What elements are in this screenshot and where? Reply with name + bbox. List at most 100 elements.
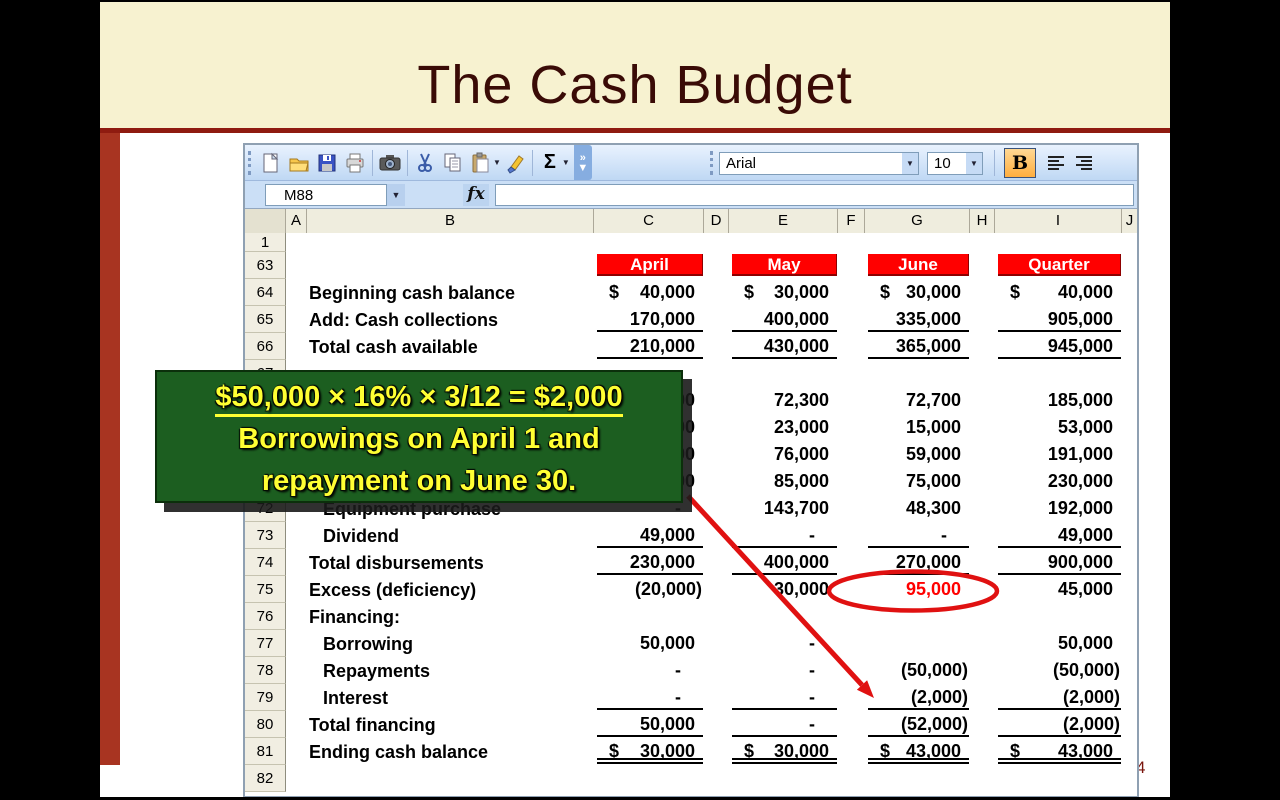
column-header-C[interactable]: C (594, 209, 704, 233)
row-number-74[interactable]: 74 (245, 549, 286, 576)
row-label-76[interactable]: Financing: (309, 607, 400, 627)
cell-C64[interactable]: $40,000 (597, 279, 703, 305)
formula-input[interactable] (495, 184, 1134, 206)
toolbar-drag-handle[interactable] (710, 151, 715, 175)
cell-C66[interactable]: 210,000 (597, 333, 703, 359)
cell-G73[interactable]: - (868, 522, 969, 548)
cell-C77[interactable]: 50,000 (639, 633, 695, 653)
autosum-dropdown-arrow[interactable]: ▼ (561, 158, 570, 167)
column-header-A[interactable]: A (286, 209, 307, 233)
cell-E78[interactable]: - (809, 660, 815, 680)
cell-E64[interactable]: $30,000 (732, 279, 837, 305)
camera-button[interactable] (376, 149, 404, 177)
cell-G69[interactable]: 15,000 (905, 417, 961, 437)
cell-I64[interactable]: $40,000 (998, 279, 1121, 305)
row-label-81[interactable]: Ending cash balance (309, 742, 489, 762)
name-box-dropdown[interactable]: ▼ (387, 184, 405, 206)
chevron-down-icon[interactable]: ▼ (966, 152, 982, 174)
cell-E81[interactable]: $30,000 (732, 738, 837, 764)
cell-E80[interactable]: - (732, 711, 837, 737)
name-box[interactable]: M88 (265, 184, 387, 206)
align-right-button[interactable] (1070, 149, 1098, 177)
cell-E72[interactable]: 143,700 (763, 498, 829, 518)
row-label-65[interactable]: Add: Cash collections (309, 310, 499, 330)
cell-E77[interactable]: - (809, 633, 815, 653)
cell-I80[interactable]: (2,000) (998, 711, 1121, 737)
row-number-63[interactable]: 63 (245, 252, 286, 279)
cell-E79[interactable]: - (732, 684, 837, 710)
row-label-78[interactable]: Repayments (323, 661, 431, 681)
print-button[interactable] (341, 149, 369, 177)
cell-C80[interactable]: 50,000 (597, 711, 703, 737)
row-number-1[interactable]: 1 (245, 233, 286, 252)
cell-E69[interactable]: 23,000 (773, 417, 829, 437)
row-number-65[interactable]: 65 (245, 306, 286, 333)
month-header-june[interactable]: June (868, 254, 969, 276)
row-number-80[interactable]: 80 (245, 711, 286, 738)
cell-I69[interactable]: 53,000 (1057, 417, 1113, 437)
cell-E71[interactable]: 85,000 (773, 471, 829, 491)
month-header-april[interactable]: April (597, 254, 703, 276)
cell-C65[interactable]: 170,000 (597, 306, 703, 332)
cell-C81[interactable]: $30,000 (597, 738, 703, 764)
cell-G78[interactable]: (50,000) (900, 660, 968, 680)
row-label-79[interactable]: Interest (323, 688, 389, 708)
cell-C78[interactable]: - (675, 660, 681, 680)
row-label-72[interactable]: Equipment purchase (323, 499, 502, 519)
row-number-79[interactable]: 79 (245, 684, 286, 711)
cell-C75[interactable]: (20,000) (634, 579, 702, 599)
cell-I74[interactable]: 900,000 (998, 549, 1121, 575)
column-header-B[interactable]: B (307, 209, 594, 233)
row-number-77[interactable]: 77 (245, 630, 286, 657)
cell-I79[interactable]: (2,000) (998, 684, 1121, 710)
cell-C74[interactable]: 230,000 (597, 549, 703, 575)
insert-function-button[interactable]: fx (463, 184, 489, 206)
row-number-73[interactable]: 73 (245, 522, 286, 549)
cell-G74[interactable]: 270,000 (868, 549, 969, 575)
row-number-78[interactable]: 78 (245, 657, 286, 684)
cell-G80[interactable]: (52,000) (868, 711, 969, 737)
cell-I73[interactable]: 49,000 (998, 522, 1121, 548)
cell-I72[interactable]: 192,000 (1047, 498, 1113, 518)
cell-E70[interactable]: 76,000 (773, 444, 829, 464)
paste-button[interactable] (467, 149, 495, 177)
column-header-D[interactable]: D (704, 209, 729, 233)
cell-E68[interactable]: 72,300 (773, 390, 829, 410)
cut-button[interactable] (411, 149, 439, 177)
column-header-E[interactable]: E (729, 209, 838, 233)
cell-G68[interactable]: 72,700 (905, 390, 961, 410)
cell-I70[interactable]: 191,000 (1047, 444, 1113, 464)
autosum-button[interactable]: Σ (536, 149, 564, 177)
cell-G81[interactable]: $43,000 (868, 738, 969, 764)
column-header-F[interactable]: F (838, 209, 865, 233)
open-button[interactable] (285, 149, 313, 177)
cell-I75[interactable]: 45,000 (1057, 579, 1113, 599)
row-label-74[interactable]: Total disbursements (309, 553, 484, 573)
select-all-corner[interactable] (245, 209, 286, 233)
bold-button[interactable]: B (1004, 148, 1036, 178)
copy-button[interactable] (439, 149, 467, 177)
column-header-J[interactable]: J (1122, 209, 1137, 233)
month-header-may[interactable]: May (732, 254, 837, 276)
cell-E75[interactable]: 30,000 (773, 579, 829, 599)
cell-G71[interactable]: 75,000 (905, 471, 961, 491)
cell-E66[interactable]: 430,000 (732, 333, 837, 359)
cell-I66[interactable]: 945,000 (998, 333, 1121, 359)
font-name-combo[interactable]: Arial ▼ (719, 151, 919, 175)
row-number-76[interactable]: 76 (245, 603, 286, 630)
column-header-G[interactable]: G (865, 209, 970, 233)
font-size-combo[interactable]: 10 ▼ (927, 151, 983, 175)
cell-I77[interactable]: 50,000 (1057, 633, 1113, 653)
cell-C72[interactable]: - (675, 498, 681, 518)
row-label-80[interactable]: Total financing (309, 715, 436, 735)
cell-I68[interactable]: 185,000 (1047, 390, 1113, 410)
row-label-66[interactable]: Total cash available (309, 337, 478, 357)
chevron-down-icon[interactable]: ▼ (902, 152, 918, 174)
row-number-75[interactable]: 75 (245, 576, 286, 603)
cell-I71[interactable]: 230,000 (1047, 471, 1113, 491)
row-number-64[interactable]: 64 (245, 279, 286, 306)
toolbar-options-button[interactable]: » ▼ (573, 145, 592, 180)
row-label-75[interactable]: Excess (deficiency) (309, 580, 477, 600)
cell-G75[interactable]: 95,000 (905, 579, 961, 599)
cell-G65[interactable]: 335,000 (868, 306, 969, 332)
